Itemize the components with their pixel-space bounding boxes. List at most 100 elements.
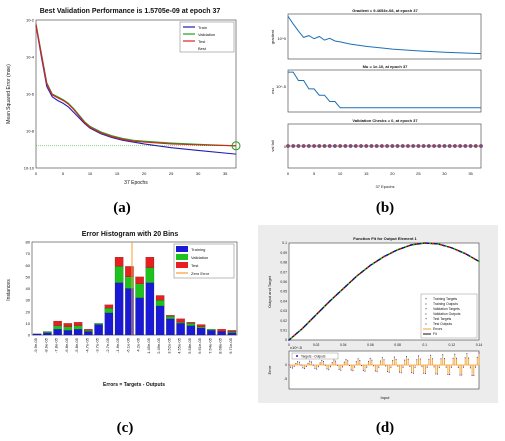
caption-b: (b) — [376, 200, 394, 216]
error-point — [400, 372, 402, 374]
chart-a-ytick: 10-8 — [26, 129, 35, 134]
error-point — [381, 357, 383, 359]
target-point — [320, 308, 323, 311]
bar-training — [196, 327, 206, 336]
bar-test — [63, 323, 73, 327]
error-point — [412, 372, 414, 374]
chart-b-mu-title: Mu = 1e-10, at epoch 37 — [363, 64, 409, 69]
bar-test — [145, 257, 155, 268]
error-point — [336, 364, 338, 366]
bar-test — [125, 266, 134, 277]
chart-b-valfail-point — [301, 144, 306, 148]
chart-b-xtick: 30 — [442, 171, 447, 176]
chart-a-ytick: 10-10 — [24, 166, 35, 171]
error-point — [367, 360, 369, 362]
bar-training — [155, 305, 165, 336]
bar-test — [186, 322, 196, 324]
bar-test — [166, 315, 175, 317]
chart-b-valfail-point — [442, 144, 447, 148]
target-point — [331, 297, 334, 300]
bar-validation — [135, 283, 144, 298]
chart-c-ytick: 0 — [28, 333, 31, 338]
error-point — [345, 358, 347, 360]
error-point — [407, 358, 409, 360]
chart-d-ytick: 0 — [285, 338, 287, 342]
target-point — [307, 322, 309, 324]
chart-d-legend-marker: • — [425, 321, 427, 326]
chart-c-xtick: 1.45e-05 — [146, 337, 151, 354]
error-point — [343, 361, 345, 363]
chart-a-xtick: 5 — [62, 171, 65, 176]
bar-validation — [155, 300, 165, 307]
chart-c-ylabel: Instances — [6, 279, 12, 301]
bar-validation — [207, 329, 216, 331]
chart-b-xlabel: 37 Epochs — [376, 184, 395, 189]
target-point — [334, 295, 337, 298]
bar-training — [104, 312, 114, 336]
bar-test — [135, 276, 144, 284]
legend-validation-label: Validation — [198, 32, 215, 37]
error-point — [469, 367, 471, 369]
target-point — [412, 243, 415, 246]
chart-b-valfail-ytick: 0 — [284, 144, 287, 149]
target-point — [478, 260, 480, 263]
chart-d-ytick: 0.06 — [280, 280, 287, 284]
chart-b-valfail-point — [395, 144, 400, 148]
error-point — [347, 360, 349, 362]
error-point — [452, 357, 454, 359]
error-point — [478, 352, 480, 354]
error-point — [359, 359, 361, 361]
chart-d-legend-label: Validation Targets — [433, 307, 460, 311]
error-point — [409, 365, 411, 367]
target-point — [467, 254, 470, 257]
target-point — [418, 242, 421, 245]
error-point — [385, 365, 387, 367]
chart-b-valfail-point — [327, 144, 332, 148]
target-point — [472, 257, 475, 260]
target-point — [437, 243, 440, 245]
chart-b-valfail-point — [458, 144, 463, 148]
legend-validation-label: Validation — [191, 255, 208, 260]
target-point — [288, 339, 290, 341]
legend-validation-swatch — [176, 254, 188, 260]
chart-b-xtick: 0 — [287, 171, 290, 176]
chart-b-valfail-point — [364, 144, 369, 148]
chart-a-xlabel: 37 Epochs — [124, 180, 148, 186]
chart-b-valfail-point — [426, 144, 431, 148]
error-point — [307, 362, 309, 364]
chart-d-legend-label: Training Targets — [433, 297, 457, 301]
target-point — [453, 248, 456, 250]
target-point — [336, 292, 339, 295]
target-point — [323, 305, 326, 308]
error-point — [297, 361, 299, 363]
chart-d-xtick: 0.04 — [340, 343, 347, 347]
error-point — [357, 358, 359, 360]
target-point — [442, 244, 445, 247]
error-point — [305, 366, 307, 368]
target-point — [369, 264, 372, 267]
error-point — [431, 358, 433, 360]
target-point — [429, 242, 432, 245]
chart-c-title: Error Histogram with 20 Bins — [82, 231, 179, 238]
bar-training — [94, 324, 103, 336]
bar-validation — [63, 326, 73, 331]
error-point — [399, 371, 401, 373]
error-point — [476, 356, 478, 358]
chart-b-valfail-point — [338, 144, 343, 148]
chart-c-xlabel: Errors = Targets - Outputs — [103, 382, 165, 388]
bar-validation — [196, 326, 206, 329]
error-point — [397, 365, 399, 367]
bar-test — [176, 318, 185, 323]
target-point — [448, 246, 451, 248]
target-point — [315, 313, 318, 316]
error-point — [293, 365, 295, 367]
error-point — [324, 364, 326, 366]
chart-c-xtick: -7.8e-05 — [54, 337, 59, 353]
chart-d-legend-label: Training Outputs — [433, 302, 458, 306]
chart-b-valfail-point — [322, 144, 327, 148]
chart-b-valfail-point — [468, 144, 473, 148]
chart-a-legend: Train Validation Test Best — [179, 21, 235, 53]
caption-d: (d) — [376, 420, 394, 436]
error-point — [402, 366, 404, 368]
error-point — [450, 366, 452, 368]
